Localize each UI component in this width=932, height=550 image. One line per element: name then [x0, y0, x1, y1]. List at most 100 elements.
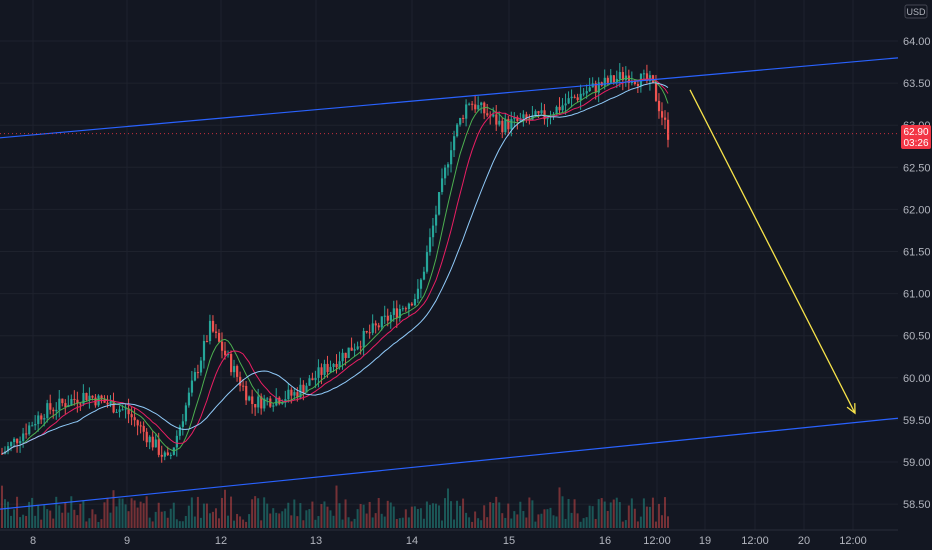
volume-bar [453, 519, 456, 528]
candle-body [404, 308, 408, 310]
price-tick-label: 59.50 [903, 415, 931, 427]
volume-bar [395, 519, 398, 528]
volume-bar [380, 513, 383, 528]
candle-body [519, 118, 522, 121]
volume-bar [630, 498, 633, 528]
volume-bar [305, 510, 308, 528]
candle-body [462, 117, 465, 119]
volume-bar [130, 498, 133, 528]
candle-body [341, 352, 344, 362]
candle-body [447, 164, 450, 168]
volume-bar [52, 518, 55, 528]
volume-bar [365, 513, 368, 528]
candle-body [58, 398, 61, 410]
volume-bar [546, 509, 549, 528]
candle-body [281, 402, 284, 404]
candle-body [428, 237, 432, 253]
candle-body [61, 398, 64, 404]
volume-bar [389, 502, 392, 528]
volume-bar [383, 516, 386, 528]
volume-bar [320, 504, 323, 528]
volume-bar [275, 512, 278, 528]
volume-bar [269, 513, 272, 528]
candle-body [296, 392, 299, 398]
candle-body [338, 361, 341, 368]
candle-body [82, 392, 85, 404]
candle-body [642, 73, 646, 75]
candle-body [19, 441, 22, 444]
candle-body [272, 405, 275, 407]
candle-body [648, 75, 652, 82]
volume-bar [549, 507, 552, 528]
time-axis[interactable]: 8 9 12 13 14 15 16 12:00 19 12:00 20 12:00 [0, 529, 898, 547]
candle-body [49, 403, 52, 410]
volume-bar [7, 501, 10, 528]
candle-body [335, 363, 338, 368]
candle-body [495, 114, 498, 125]
candle-body [34, 424, 37, 426]
candle-body [507, 118, 510, 130]
currency-button[interactable] [904, 4, 928, 19]
volume-bar [416, 508, 419, 528]
volume-bar [290, 515, 293, 528]
volume-bar [633, 508, 636, 528]
candle-body [85, 392, 88, 401]
price-tick-label: 60.00 [903, 373, 931, 385]
volume-bar [34, 515, 37, 528]
candle-body [410, 303, 414, 306]
volume-bar [67, 512, 70, 528]
candle-body [175, 435, 178, 448]
candle-body [136, 420, 139, 426]
volume-bar [555, 516, 558, 528]
volume-bar [537, 514, 540, 528]
candle-body [236, 366, 239, 377]
volume-bar [594, 518, 597, 528]
volume-bar [368, 501, 371, 528]
candle-body [260, 396, 263, 409]
volume-bar [19, 517, 22, 528]
candle-body [621, 72, 624, 81]
volume-bar [522, 511, 525, 528]
volume-bar [217, 518, 220, 528]
candle-body [329, 366, 332, 373]
candle-body [314, 377, 317, 381]
volume-bar [193, 516, 196, 528]
volume-bar [386, 500, 389, 528]
volume-bar [163, 511, 166, 528]
volume-bar [398, 518, 401, 528]
candle-body [145, 431, 148, 443]
candle-body [239, 376, 242, 386]
volume-bar [540, 513, 543, 528]
price-axis[interactable]: USD 64.0063.5063.0062.5062.0061.5061.006… [898, 0, 932, 530]
volume-bar [437, 505, 440, 528]
candle-body [552, 114, 555, 117]
volume-bar [639, 516, 642, 528]
volume-bar [359, 503, 362, 528]
channel-lower-line [0, 417, 899, 510]
volume-bar [224, 489, 227, 528]
candle-body [477, 105, 480, 110]
price-tick-label: 63.50 [903, 78, 931, 90]
candle-body [254, 404, 257, 408]
candle-body [450, 150, 453, 165]
candle-body [43, 418, 46, 420]
volume-bar [459, 505, 462, 528]
candle-body [278, 397, 281, 404]
volume-bar [564, 518, 567, 528]
time-tick-label: 12:00 [741, 535, 769, 547]
volume-bar [377, 498, 380, 528]
drawings[interactable] [0, 57, 899, 510]
candle-body [64, 403, 67, 408]
volume-bar [422, 518, 425, 528]
volume-bar [175, 519, 178, 528]
volume-bar [196, 496, 199, 528]
volume-bar [350, 521, 353, 528]
candle-body [217, 332, 221, 342]
volume-bar [425, 501, 428, 528]
candle-body [79, 403, 82, 405]
candle-body [323, 363, 326, 375]
candle-body [471, 103, 474, 105]
volume-bar [480, 520, 483, 528]
